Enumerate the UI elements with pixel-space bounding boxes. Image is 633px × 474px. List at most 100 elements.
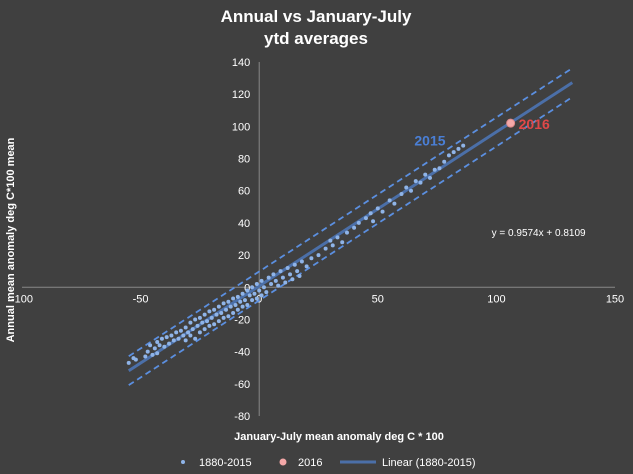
- point: [155, 351, 160, 356]
- y-tick-label: 60: [238, 186, 250, 198]
- point: [231, 296, 236, 301]
- point: [446, 153, 451, 158]
- point: [442, 159, 447, 164]
- point: [238, 299, 243, 304]
- y-tick-label: 80: [238, 154, 250, 166]
- x-tick-label: 100: [487, 293, 505, 305]
- point: [150, 352, 155, 357]
- point: [155, 339, 160, 344]
- x-tick-label: 150: [606, 293, 624, 305]
- point: [273, 278, 278, 283]
- point: [299, 259, 304, 264]
- x-axis-label: January-July mean anomaly deg C * 100: [234, 431, 444, 443]
- point: [271, 272, 276, 277]
- point: [240, 291, 245, 296]
- point: [197, 315, 202, 320]
- point: [335, 235, 340, 240]
- point: [380, 209, 385, 214]
- point: [259, 293, 264, 298]
- point: [257, 288, 262, 293]
- point: [254, 296, 259, 301]
- point: [226, 299, 231, 304]
- point: [193, 317, 198, 322]
- point: [212, 307, 217, 312]
- point: [413, 179, 418, 184]
- point: [264, 290, 269, 295]
- point: [171, 338, 176, 343]
- point: [200, 320, 205, 325]
- y-tick-label: 100: [232, 121, 250, 133]
- point: [231, 311, 236, 316]
- point: [247, 293, 252, 298]
- point: [169, 333, 174, 338]
- point: [181, 333, 186, 338]
- point: [288, 272, 293, 277]
- point: [245, 302, 250, 307]
- point: [242, 298, 247, 303]
- point: [437, 166, 442, 171]
- x-tick-label: -100: [11, 293, 33, 305]
- point: [183, 325, 188, 330]
- point: [276, 283, 281, 288]
- point: [323, 246, 328, 251]
- point: [456, 146, 461, 151]
- point: [427, 175, 432, 180]
- point: [461, 143, 466, 148]
- point: [259, 278, 264, 283]
- y-tick-label: -60: [234, 379, 250, 391]
- point: [188, 320, 193, 325]
- point: [233, 302, 238, 307]
- point: [178, 328, 183, 333]
- y-tick-label: -80: [234, 411, 250, 423]
- point: [330, 243, 335, 248]
- point: [174, 330, 179, 335]
- band-lower: [128, 96, 573, 386]
- y-tick-label: -20: [234, 314, 250, 326]
- point: [266, 275, 271, 280]
- point: [399, 191, 404, 196]
- point: [183, 338, 188, 343]
- axes: -80 -60 -40 -20 0 20 40 60 80 100 120 140 -100 -50 0 50…: [11, 57, 624, 423]
- point: [209, 315, 214, 320]
- y-axis-label: Annual mean anomaly deg C*100 mean: [5, 137, 17, 342]
- point: [269, 282, 274, 287]
- point: [451, 150, 456, 155]
- point: [304, 264, 309, 269]
- point: [278, 269, 283, 274]
- point: [423, 172, 428, 177]
- point: [193, 336, 198, 341]
- point: [409, 188, 414, 193]
- point: [202, 327, 207, 332]
- y-tick-label: 120: [232, 89, 250, 101]
- point: [295, 269, 300, 274]
- point: [280, 275, 285, 280]
- point: [285, 265, 290, 270]
- point: [202, 312, 207, 317]
- point: [197, 330, 202, 335]
- legend: 1880-2015 2016 Linear (1880-2015): [181, 457, 476, 469]
- band-upper: [128, 67, 573, 357]
- point: [126, 360, 131, 365]
- point: [387, 198, 392, 203]
- point: [252, 291, 257, 296]
- label-2016: 2016: [519, 116, 550, 132]
- confidence-band: [128, 67, 573, 386]
- annotations: 2016 2015: [414, 116, 550, 149]
- point: [250, 298, 255, 303]
- point: [432, 167, 437, 172]
- point: [418, 180, 423, 185]
- point: [392, 201, 397, 206]
- point: [221, 301, 226, 306]
- point: [205, 319, 210, 324]
- x-tick-label: 0: [256, 293, 262, 305]
- point: [148, 343, 153, 348]
- point: [292, 262, 297, 267]
- trend-equation: y = 0.9574x + 0.8109: [492, 228, 586, 239]
- point: [309, 256, 314, 261]
- point: [297, 274, 302, 279]
- point: [162, 344, 167, 349]
- point: [283, 280, 288, 285]
- y-tick-label: -40: [234, 347, 250, 359]
- point: [344, 230, 349, 235]
